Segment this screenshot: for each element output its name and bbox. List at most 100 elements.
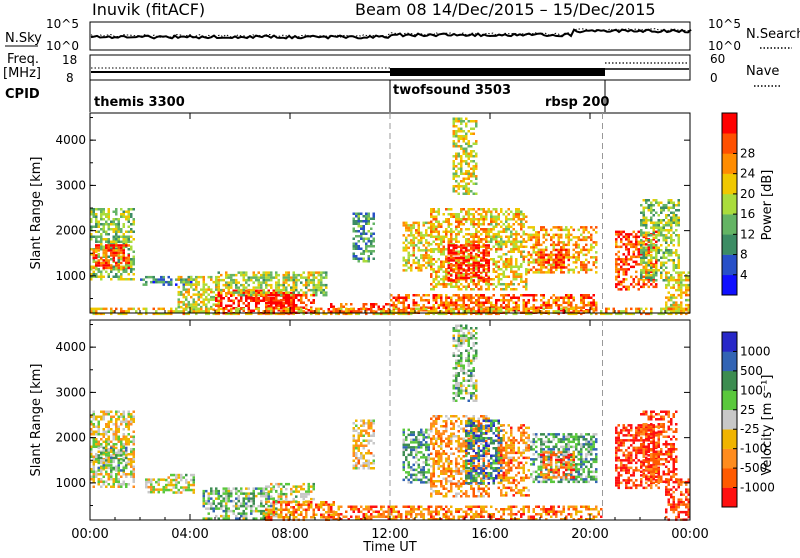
- velocity-cell: [133, 448, 136, 451]
- power-cell: [523, 281, 526, 284]
- power-cell: [443, 286, 446, 289]
- power-cell: [118, 247, 121, 250]
- power-cell: [495, 218, 498, 221]
- power-cell: [113, 247, 116, 250]
- power-cell: [533, 259, 536, 262]
- power-cell: [495, 208, 498, 211]
- power-cell: [660, 308, 663, 311]
- power-cell: [513, 243, 516, 246]
- velocity-cell: [133, 456, 136, 459]
- power-cell: [473, 155, 476, 158]
- power-cell: [270, 304, 273, 307]
- power-cell: [250, 310, 253, 313]
- power-cell: [103, 208, 106, 211]
- power-cell: [438, 213, 441, 216]
- power-cell: [470, 264, 473, 267]
- velocity-cell: [98, 426, 101, 429]
- power-cell: [323, 276, 326, 279]
- power-cell: [583, 304, 586, 307]
- power-cell: [438, 266, 441, 269]
- power-cell: [480, 294, 483, 297]
- power-cell: [630, 256, 633, 259]
- power-cell: [505, 226, 508, 229]
- power-cell: [670, 234, 673, 237]
- power-cell: [513, 266, 516, 269]
- power-cell: [443, 261, 446, 264]
- power-cell: [665, 274, 668, 277]
- power-cell: [110, 278, 113, 281]
- power-cell: [498, 218, 501, 221]
- power-cell: [528, 308, 531, 311]
- velocity-cell: [115, 421, 118, 424]
- power-cell: [130, 261, 133, 264]
- power-cell: [103, 246, 106, 249]
- power-cell: [228, 281, 231, 284]
- velocity-cell: [150, 488, 153, 491]
- power-cell: [275, 304, 278, 307]
- power-cell: [473, 175, 476, 178]
- power-cell: [303, 307, 306, 310]
- power-cell: [228, 310, 231, 313]
- power-cell: [425, 247, 428, 250]
- power-cell: [305, 308, 308, 311]
- power-cell: [190, 283, 193, 286]
- power-cell: [525, 268, 528, 271]
- power-cell: [128, 248, 131, 251]
- velocity-cell: [150, 491, 153, 494]
- power-cell: [443, 276, 446, 279]
- power-cell: [478, 302, 481, 305]
- velocity-cell: [133, 453, 136, 456]
- power-cell: [168, 310, 171, 313]
- power-cell: [530, 269, 533, 272]
- power-cell: [638, 308, 641, 311]
- power-cell: [428, 257, 431, 260]
- power-cell: [120, 244, 123, 247]
- power-cell: [475, 244, 478, 247]
- power-cell: [660, 264, 663, 267]
- power-cell: [373, 223, 376, 226]
- velocity-cell: [93, 433, 96, 436]
- power-cell: [488, 267, 491, 270]
- power-cell: [578, 259, 581, 262]
- power-cell: [558, 234, 561, 237]
- velocity-cell: [100, 446, 103, 449]
- power-cell: [448, 238, 451, 241]
- velocity-cell: [115, 469, 118, 472]
- power-cell: [460, 163, 463, 166]
- power-cell: [525, 241, 528, 244]
- power-cell: [645, 217, 648, 220]
- power-cell: [280, 304, 283, 307]
- velocity-cell: [178, 481, 181, 484]
- power-cell: [508, 276, 511, 279]
- power-cell: [543, 226, 546, 229]
- velocity-cell: [130, 421, 133, 424]
- power-cell: [550, 266, 553, 269]
- power-cell: [103, 238, 106, 241]
- power-cell: [290, 299, 293, 302]
- power-cell: [103, 249, 106, 252]
- power-cell: [548, 304, 551, 307]
- power-cell: [410, 244, 413, 247]
- power-cell: [470, 190, 473, 193]
- power-cell: [440, 241, 443, 244]
- power-cell: [468, 294, 471, 297]
- power-cell: [643, 266, 646, 269]
- power-cell: [483, 308, 486, 311]
- velocity-cell: [120, 462, 123, 465]
- power-cell: [640, 212, 643, 215]
- velocity-cell: [163, 488, 166, 491]
- power-cell: [533, 297, 536, 300]
- power-cell: [453, 190, 456, 193]
- power-cell: [185, 291, 188, 294]
- power-cell: [630, 241, 633, 244]
- power-cell: [483, 310, 486, 313]
- velocity-cell: [113, 416, 116, 419]
- power-cell: [465, 155, 468, 158]
- power-cell: [488, 252, 491, 255]
- velocity-cell: [108, 431, 111, 434]
- power-cell: [545, 249, 548, 252]
- power-cell: [375, 303, 378, 306]
- velocity-cell: [105, 411, 108, 414]
- power-cell: [175, 283, 178, 286]
